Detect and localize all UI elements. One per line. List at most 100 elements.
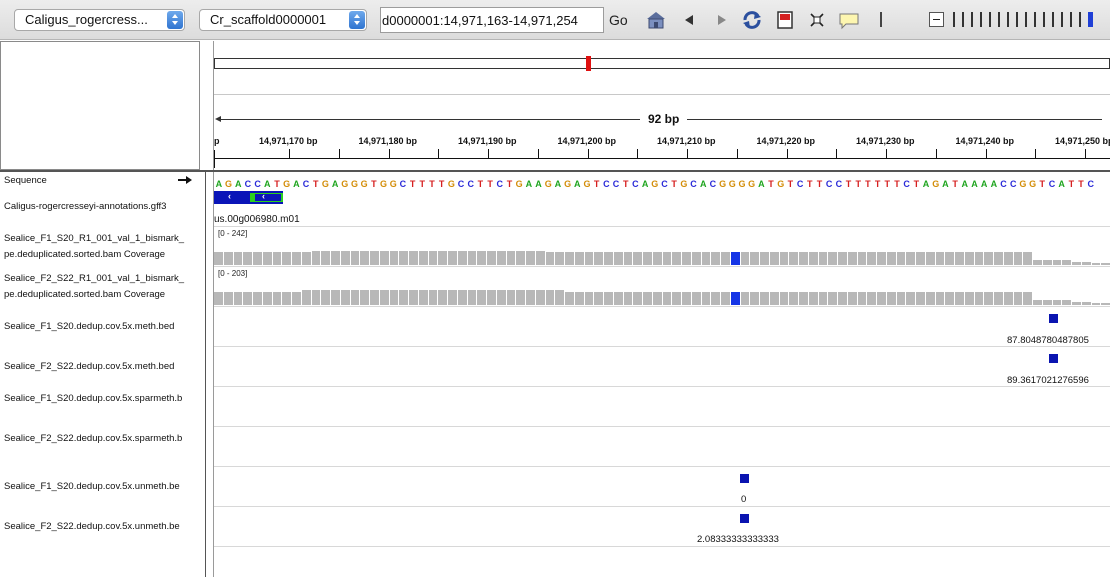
zoom-level-tick[interactable] [1088,12,1093,27]
sequence-base: A [990,179,998,188]
sequence-base: G [380,179,388,188]
coverage-bar [652,252,663,265]
forward-icon[interactable] [710,9,732,31]
coverage-bar [496,251,507,265]
coverage-bar [730,292,741,305]
popup-info-icon[interactable] [838,9,860,31]
unmeth-2-feature[interactable] [740,514,749,523]
zoom-level-tick[interactable] [1070,12,1072,27]
coverage-bar [379,290,390,305]
track-name-unmeth-2[interactable]: Sealice_F2_S22.dedup.cov.5x.unmeth.be [4,521,180,532]
coverage-bar [574,252,585,265]
ruler-tick [786,149,788,158]
coverage-bar [838,252,848,265]
zoom-level-tick[interactable] [1034,12,1036,27]
sequence-base: C [603,179,610,188]
coverage-bar [1091,303,1102,305]
unmeth-1-feature[interactable] [740,474,749,483]
sequence-base: A [922,179,930,188]
zoom-level-tick[interactable] [962,12,964,27]
coverage-bar [799,292,809,305]
chromosome-dropdown[interactable]: Cr_scaffold0000001 [199,9,367,31]
coverage-bar [594,292,604,305]
track-name-unmeth-1[interactable]: Sealice_F1_S20.dedup.cov.5x.unmeth.be [4,481,180,492]
coverage-bar [867,292,877,305]
zoom-level-tick[interactable] [971,12,973,27]
sequence-base: T [768,179,774,188]
zoom-level-tick[interactable] [989,12,991,27]
zoom-level-tick[interactable] [980,12,982,27]
track-name-coverage-1[interactable]: Sealice_F1_S20_R1_001_val_1_bismark_ [4,233,185,244]
track-name-sparmeth-1[interactable]: Sealice_F1_S20.dedup.cov.5x.sparmeth.b [4,393,183,404]
track-name-meth-1[interactable]: Sealice_F1_S20.dedup.cov.5x.meth.bed [4,321,175,332]
coverage-bar [311,290,322,305]
track-name-meth-2[interactable]: Sealice_F2_S22.dedup.cov.5x.meth.bed [4,361,175,372]
zoom-level-tick[interactable] [1016,12,1018,27]
coverage-bar [1062,260,1072,265]
coverage-bar [253,292,263,305]
zoom-level-tick[interactable] [1079,12,1081,27]
coverage-bar [1013,292,1024,305]
sequence-base: C [1048,179,1056,188]
coverage-bar [545,290,556,305]
sequence-base: G [283,179,291,188]
ruler-tick [587,149,589,158]
home-icon[interactable] [645,9,667,31]
sequence-base: G [447,179,455,188]
zoom-out-button[interactable] [929,12,944,27]
zoom-level-tick[interactable] [953,12,955,27]
zoom-level-tick[interactable] [1007,12,1009,27]
coverage-bar [1101,303,1110,305]
coverage-bar [379,251,390,265]
meth-1-feature[interactable] [1049,314,1058,323]
genome-dropdown[interactable]: Caligus_rogercress... [14,9,185,31]
sequence-base: G [564,179,572,188]
zoom-slider[interactable] [953,12,1093,27]
refresh-icon[interactable] [741,9,763,31]
ruler-tick-label: 14,971,210 bp [657,136,716,146]
track-name-annotations[interactable]: Caligus-rogercresseyi-annotations.gff3 [4,201,167,212]
back-icon[interactable] [678,9,700,31]
ruler-tick [1085,149,1086,158]
coverage-bar [808,252,819,265]
sequence-base: T [816,179,823,188]
sequence-base: T [807,179,813,188]
go-button[interactable]: Go [609,12,628,28]
zoom-level-tick[interactable] [1025,12,1027,27]
coverage-bar [750,252,760,265]
sequence-base: T [884,179,891,188]
track-name-sparmeth-2[interactable]: Sealice_F2_S22.dedup.cov.5x.sparmeth.b [4,433,183,444]
track-name-sequence[interactable]: Sequence [4,175,47,186]
sequence-base: G [515,179,523,188]
region-of-interest-icon[interactable] [774,9,796,31]
coverage-bar [896,292,907,305]
coverage-bar [730,252,741,265]
ruler-minor-tick [1035,149,1037,158]
meth-2-feature[interactable] [1049,354,1058,363]
zoom-level-tick[interactable] [1043,12,1045,27]
coverage-bar [1023,252,1033,265]
sequence-base: A [331,179,339,188]
zoom-level-tick[interactable] [1052,12,1054,27]
zoom-level-tick[interactable] [1061,12,1063,27]
coverage-bar [711,252,721,265]
coverage-bar [682,252,692,265]
coverage-bar [740,292,751,305]
meth-1-value: 87.8048780487805 [1007,335,1089,346]
chromosome-ideogram[interactable] [214,58,1110,69]
coverage-bar [506,290,517,305]
strand-arrow-icon[interactable] [178,176,192,184]
coverage-bar [984,252,994,265]
coverage-bar [292,292,302,305]
locus-input[interactable]: d0000001:14,971,163-14,971,254 [380,7,604,33]
zoom-level-tick[interactable] [998,12,1000,27]
sequence-base: C [457,179,465,188]
fit-to-window-icon[interactable] [806,9,828,31]
track-name-coverage-2[interactable]: Sealice_F2_S22_R1_001_val_1_bismark_ [4,273,185,284]
track-name-coverage-1-line2[interactable]: pe.deduplicated.sorted.bam Coverage [4,249,166,260]
coverage-bar [613,292,624,305]
sequence-base: C [612,179,620,188]
coverage-bar [516,251,526,265]
track-name-coverage-2-line2[interactable]: pe.deduplicated.sorted.bam Coverage [4,289,166,300]
